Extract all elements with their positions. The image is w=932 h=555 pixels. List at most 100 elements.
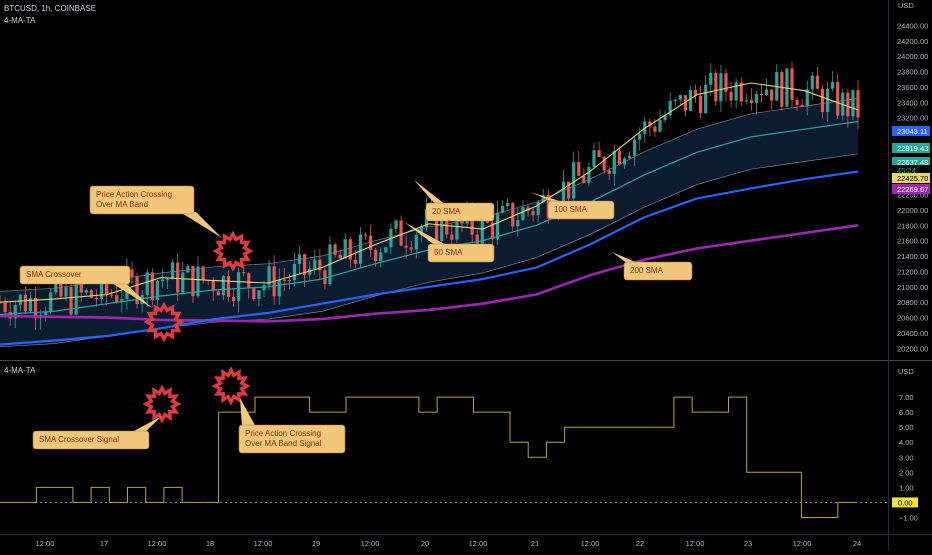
callout-sma100: 100 SMA <box>530 192 615 220</box>
candle-body <box>348 239 352 260</box>
callout-sma50-box <box>427 243 495 263</box>
candle-body <box>79 281 83 293</box>
price-tick-label: 24200.00 <box>897 37 928 46</box>
candle-body <box>145 272 149 295</box>
candle-body <box>516 220 520 227</box>
signal-tick-label: 6.00 <box>899 408 914 417</box>
candle-body <box>196 266 200 297</box>
candle-body <box>435 206 439 242</box>
candle-body <box>592 150 596 167</box>
candle-body <box>186 265 190 273</box>
callout-sma200-text: 200 SMA <box>630 266 664 275</box>
price-tag: 45:24 <box>892 165 930 175</box>
callout-price-action-signal-text: Over MA Band Signal <box>245 439 322 448</box>
price-tag-label: 22637.48 <box>897 158 928 167</box>
candle-body <box>734 82 738 101</box>
candle-body <box>572 162 576 199</box>
candle-body <box>323 270 327 285</box>
candle-body <box>490 222 495 240</box>
candle-body <box>54 279 58 293</box>
sma20-line <box>0 82 859 303</box>
candle-body <box>181 272 185 293</box>
candle-body <box>338 254 342 259</box>
candle-body <box>125 269 129 300</box>
candle-body <box>693 89 698 96</box>
time-tick-label: 20 <box>421 539 429 548</box>
candle-body <box>536 202 540 216</box>
candle-body <box>49 292 53 312</box>
candle-body <box>602 156 606 171</box>
signal-axis-unit: USD <box>898 367 914 376</box>
time-tick-label: 12:00 <box>36 539 55 548</box>
callout-sma-signal: SMA Crossover Signal <box>32 416 162 450</box>
candle-body <box>678 95 682 100</box>
callout-sma-signal-text: SMA Crossover Signal <box>39 435 119 444</box>
callout-sma-signal-pointer <box>130 416 162 433</box>
candle-body <box>440 216 444 242</box>
candle-body <box>414 234 418 250</box>
candle-body <box>541 195 545 203</box>
symbol-title: BTCUSD, 1h, COINBASE <box>4 4 97 13</box>
candle-body <box>658 120 662 132</box>
signal-tick-label: 2.00 <box>899 468 914 477</box>
candle-body <box>379 252 383 261</box>
candle-body <box>577 162 581 176</box>
candle-body <box>846 92 850 117</box>
callout-sma20-box <box>425 202 495 222</box>
candle-body <box>475 234 479 244</box>
candle-body <box>627 155 632 159</box>
price-tick-label: 23400.00 <box>897 98 928 107</box>
price-tick-label: 21000.00 <box>897 283 928 292</box>
candle-body <box>94 297 99 299</box>
price-tag-label: 22269.67 <box>897 185 928 194</box>
candle-body <box>384 247 388 253</box>
candle-body <box>633 139 637 156</box>
crossover-burst <box>143 301 185 343</box>
price-tag: 23043.11 <box>892 126 930 136</box>
callout-price-action-signal-text: Price Action Crossing <box>245 429 321 438</box>
candle-body <box>333 244 337 255</box>
candle-body <box>597 150 601 157</box>
candle-body <box>643 121 647 134</box>
candle-body <box>287 279 291 281</box>
candle-body <box>160 279 165 282</box>
time-tick-label: 12:00 <box>361 539 380 548</box>
candle-body <box>683 95 687 111</box>
price-axis-unit: USD <box>898 1 914 10</box>
signal-tick-label: 5.00 <box>899 423 914 432</box>
candle-body <box>567 181 571 199</box>
candle-body <box>262 285 266 291</box>
indicator-title-top: 4-MA-TA <box>4 16 36 25</box>
candle-body <box>399 220 403 246</box>
candle-body <box>770 89 774 101</box>
candle-body <box>231 296 236 302</box>
candle-body <box>292 263 297 281</box>
candle-body <box>790 68 794 100</box>
price-tick-label: 20400.00 <box>897 329 928 338</box>
candle-body <box>247 273 251 288</box>
ma-band-upper <box>0 98 859 292</box>
candle-body <box>74 281 78 315</box>
candle-body <box>84 290 88 293</box>
candle-body <box>237 272 241 302</box>
candle-body <box>44 311 48 316</box>
candle-body <box>110 294 114 296</box>
candle-body <box>358 234 363 264</box>
candle-body <box>28 298 33 312</box>
indicator-title-bottom: 4-MA-TA <box>4 366 36 375</box>
candle-body <box>668 100 672 116</box>
time-tick-label: 21 <box>531 539 539 548</box>
candle-body <box>23 294 27 312</box>
callout-sma50-text: 50 SMA <box>434 248 463 257</box>
callout-sma100-text: 100 SMA <box>554 205 588 214</box>
candle-body <box>795 99 799 105</box>
candle-body <box>303 254 307 275</box>
time-tick-label: 12:00 <box>686 539 705 548</box>
price-tag: 22637.48 <box>892 157 930 167</box>
candle-body <box>313 259 317 269</box>
candle-body <box>815 75 819 89</box>
price-tick-label: 23800.00 <box>897 68 928 77</box>
callout-sma20-pointer <box>414 180 446 205</box>
candle-body <box>785 68 789 107</box>
price-tick-label: 24400.00 <box>897 21 928 30</box>
